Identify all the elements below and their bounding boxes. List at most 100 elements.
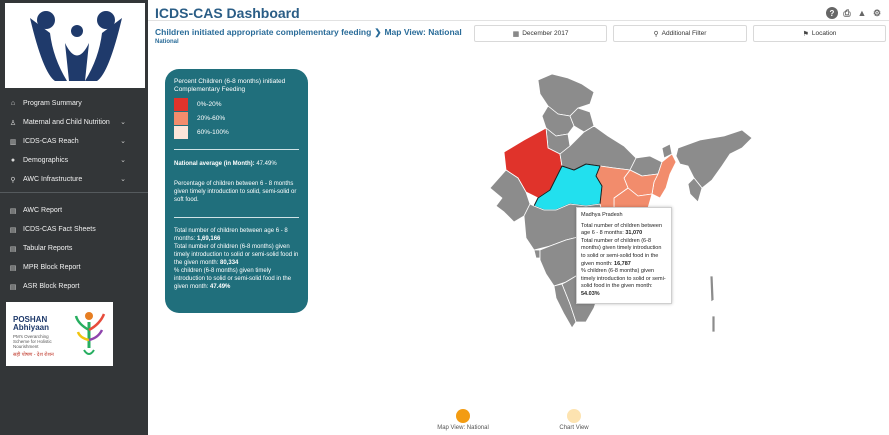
search-icon: ⚲: [653, 30, 659, 38]
additional-filter-label: Additional Filter: [661, 30, 707, 37]
poshan-title: POSHAN: [13, 315, 48, 324]
poshan-tagline: PM's Overarching Scheme for Holistic Nou…: [13, 334, 52, 349]
breadcrumb-view: Map View: National: [384, 27, 462, 37]
poshan-figure-icon: [74, 312, 106, 355]
sidebar-item-label: AWC Report: [23, 207, 63, 214]
sidebar-item-label: ICDS-CAS Fact Sheets: [23, 226, 96, 233]
header-divider: [148, 20, 889, 21]
sidebar: ⌂ Program Summary ♙ Maternal and Child N…: [0, 0, 148, 435]
chevron-down-icon: ⌄: [120, 157, 126, 164]
poshan-hindi-slogan: सही पोषण - देश रोशन: [13, 352, 54, 358]
child-icon: ♙: [9, 119, 17, 127]
month-filter-button[interactable]: ▦ December 2017: [474, 25, 607, 42]
tooltip-stats: Total number of children between age 6 -…: [581, 223, 667, 299]
chevron-down-icon: ⌄: [120, 176, 126, 183]
map-state-northeast[interactable]: [675, 129, 753, 189]
document-icon: ▤: [9, 283, 17, 291]
sidebar-item-label: ASR Block Report: [23, 283, 80, 290]
breadcrumb-separator-icon: ❯: [374, 27, 382, 37]
legend-range-low: 0%-20%: [174, 98, 222, 111]
indicator-description: Percentage of children between 6 - 8 mon…: [174, 181, 297, 203]
percent-children-label: % children (6-8 months) given timely int…: [174, 268, 292, 290]
breadcrumb: Children initiated appropriate complemen…: [155, 27, 462, 38]
map-view-dot-icon: [456, 409, 470, 423]
map-state-jammu-kashmir[interactable]: [537, 73, 595, 117]
calendar-icon: ▦: [512, 30, 520, 38]
sidebar-item-demographics[interactable]: ● Demographics ⌄: [0, 151, 148, 170]
sidebar-item-label: Tabular Reports: [23, 245, 73, 252]
header-actions: ? ⎙ ▲ ⚙: [826, 7, 883, 19]
breadcrumb-indicator[interactable]: Children initiated appropriate complemen…: [155, 27, 372, 37]
legend-swatch-low: [174, 98, 188, 111]
sidebar-item-mpr-block-report[interactable]: ▤ MPR Block Report: [0, 258, 148, 277]
sidebar-item-label: AWC Infrastructure: [23, 176, 83, 183]
tooltip-percent-label: % children (6-8 months) given timely int…: [581, 268, 666, 290]
gear-icon[interactable]: ⚙: [872, 7, 882, 18]
breadcrumb-location: National: [155, 39, 179, 45]
sidebar-item-icds-cas-reach[interactable]: ▥ ICDS-CAS Reach ⌄: [0, 132, 148, 151]
map-state-uttar-pradesh[interactable]: [559, 125, 637, 171]
sidebar-item-label: MPR Block Report: [23, 264, 81, 271]
legend-divider: [174, 217, 299, 218]
bar-chart-icon: ▥: [9, 138, 17, 146]
warning-icon[interactable]: ▲: [857, 8, 867, 18]
legend-title: Percent Children (6-8 months) initiated …: [174, 78, 286, 93]
help-icon[interactable]: ?: [826, 7, 838, 19]
chevron-down-icon: ⌄: [120, 138, 126, 145]
tooltip-given-label: Total number of children (6-8 months) gi…: [581, 237, 662, 267]
map-state-goa[interactable]: [533, 249, 541, 259]
map-view-toggle[interactable]: Map View: National: [423, 409, 503, 431]
state-tooltip: Madhya Pradesh Total number of children …: [576, 207, 672, 304]
additional-filter-button[interactable]: ⚲ Additional Filter: [613, 25, 747, 42]
page-title: ICDS-CAS Dashboard: [155, 5, 300, 21]
national-average-value: 47.49%: [256, 161, 277, 167]
sidebar-item-asr-block-report[interactable]: ▤ ASR Block Report: [0, 277, 148, 296]
map-state-tripura-mizoram[interactable]: [687, 177, 703, 203]
tooltip-given-value: 16,787: [614, 260, 631, 267]
indicator-stats: Total number of children between age 6 -…: [174, 227, 302, 291]
sidebar-item-label: Demographics: [23, 157, 69, 164]
map-marker-icon: ⚲: [10, 176, 16, 184]
sidebar-divider: [0, 192, 148, 193]
document-icon: ▤: [9, 245, 17, 253]
sidebar-item-awc-infrastructure[interactable]: ⚲ AWC Infrastructure ⌄: [0, 170, 148, 189]
chart-view-toggle[interactable]: Chart View: [534, 409, 614, 431]
poshan-subtitle: Abhiyaan: [13, 323, 50, 332]
sidebar-item-program-summary[interactable]: ⌂ Program Summary: [0, 94, 148, 113]
location-filter-button[interactable]: ⚑ Location: [753, 25, 886, 42]
chart-view-dot-icon: [567, 409, 581, 423]
map-marker-icon: ⚑: [802, 30, 809, 38]
location-filter-label: Location: [811, 30, 837, 37]
poshan-abhiyaan-logo: POSHAN Abhiyaan PM's Overarching Scheme …: [6, 302, 113, 366]
map-territory-nicobar[interactable]: [711, 315, 716, 333]
tooltip-state-name: Madhya Pradesh: [581, 212, 623, 218]
legend-range-mid: 20%-60%: [174, 112, 225, 125]
total-children-label: Total number of children between age 6 -…: [174, 228, 288, 242]
legend-range-label: 0%-20%: [197, 101, 222, 108]
national-average: National average (in Month): 47.49%: [174, 160, 302, 168]
map-territory-andaman-nicobar[interactable]: [709, 275, 715, 303]
chevron-down-icon: ⌄: [120, 119, 126, 126]
tooltip-total-value: 31,070: [625, 230, 643, 237]
sidebar-item-label: Program Summary: [23, 100, 82, 107]
map-legend-card: Percent Children (6-8 months) initiated …: [165, 69, 308, 313]
map-view-label: Map View: National: [437, 425, 489, 431]
sidebar-item-awc-report[interactable]: ▤ AWC Report: [0, 201, 148, 220]
percent-children-value: 47.49%: [210, 284, 231, 290]
children-given-value: 80,334: [220, 260, 239, 266]
document-icon: ▤: [9, 226, 17, 234]
sidebar-item-tabular-reports[interactable]: ▤ Tabular Reports: [0, 239, 148, 258]
tooltip-percent-value: 54.03%: [581, 290, 600, 297]
tooltip-total-label: Total number of children between age 6 -…: [581, 222, 663, 237]
month-filter-label: December 2017: [522, 30, 569, 37]
document-icon: ▤: [9, 264, 17, 272]
sidebar-item-maternal-child-nutrition[interactable]: ♙ Maternal and Child Nutrition ⌄: [0, 113, 148, 132]
sidebar-item-label: Maternal and Child Nutrition: [23, 119, 110, 126]
document-icon: ▤: [9, 207, 17, 215]
print-icon[interactable]: ⎙: [843, 7, 851, 18]
icds-logo: [5, 3, 145, 88]
sidebar-item-fact-sheets[interactable]: ▤ ICDS-CAS Fact Sheets: [0, 220, 148, 239]
total-children-value: 1,69,166: [197, 236, 221, 242]
children-given-label: Total number of children (6-8 months) gi…: [174, 244, 299, 266]
legend-range-label: 20%-60%: [197, 115, 226, 122]
